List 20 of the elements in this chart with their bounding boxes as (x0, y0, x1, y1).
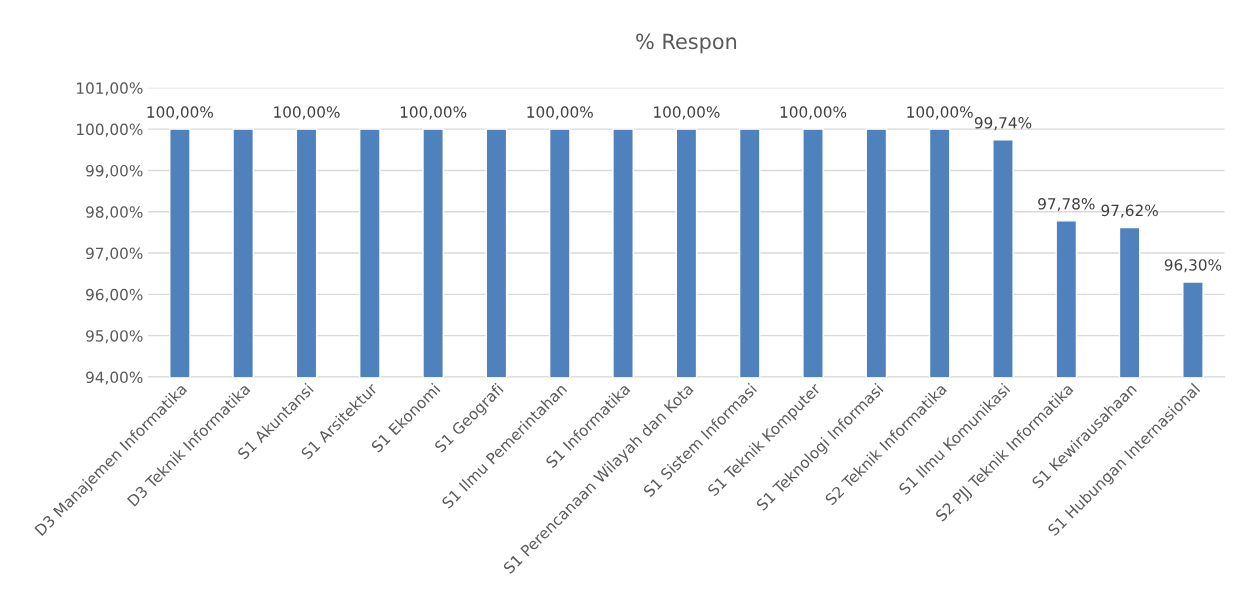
y-tick-label: 95,00% (86, 330, 143, 344)
data-label: 100,00% (907, 106, 973, 120)
data-label: 97,78% (1038, 197, 1095, 212)
data-label: 99,74% (974, 117, 1032, 131)
y-tick-label: 94,00% (86, 371, 143, 385)
y-tick-label: 98,00% (86, 206, 143, 220)
data-label: 100,00% (400, 106, 467, 120)
data-label: 100,00% (780, 106, 847, 120)
y-tick-label: 99,00% (86, 164, 143, 179)
y-tick-label: 100,00% (77, 123, 143, 137)
data-label: 96,30% (1164, 259, 1222, 273)
data-label: 97,62% (1101, 204, 1158, 218)
y-tick-label: 97,00% (86, 247, 143, 261)
chart-title: % Respon (636, 33, 737, 54)
y-tick-label: 96,00% (86, 288, 143, 302)
data-label: 100,00% (274, 106, 340, 120)
data-label: 100,00% (654, 106, 720, 120)
data-label: 100,00% (147, 106, 214, 120)
y-tick-label: 101,00% (77, 82, 143, 96)
data-label: 100,00% (527, 106, 593, 120)
